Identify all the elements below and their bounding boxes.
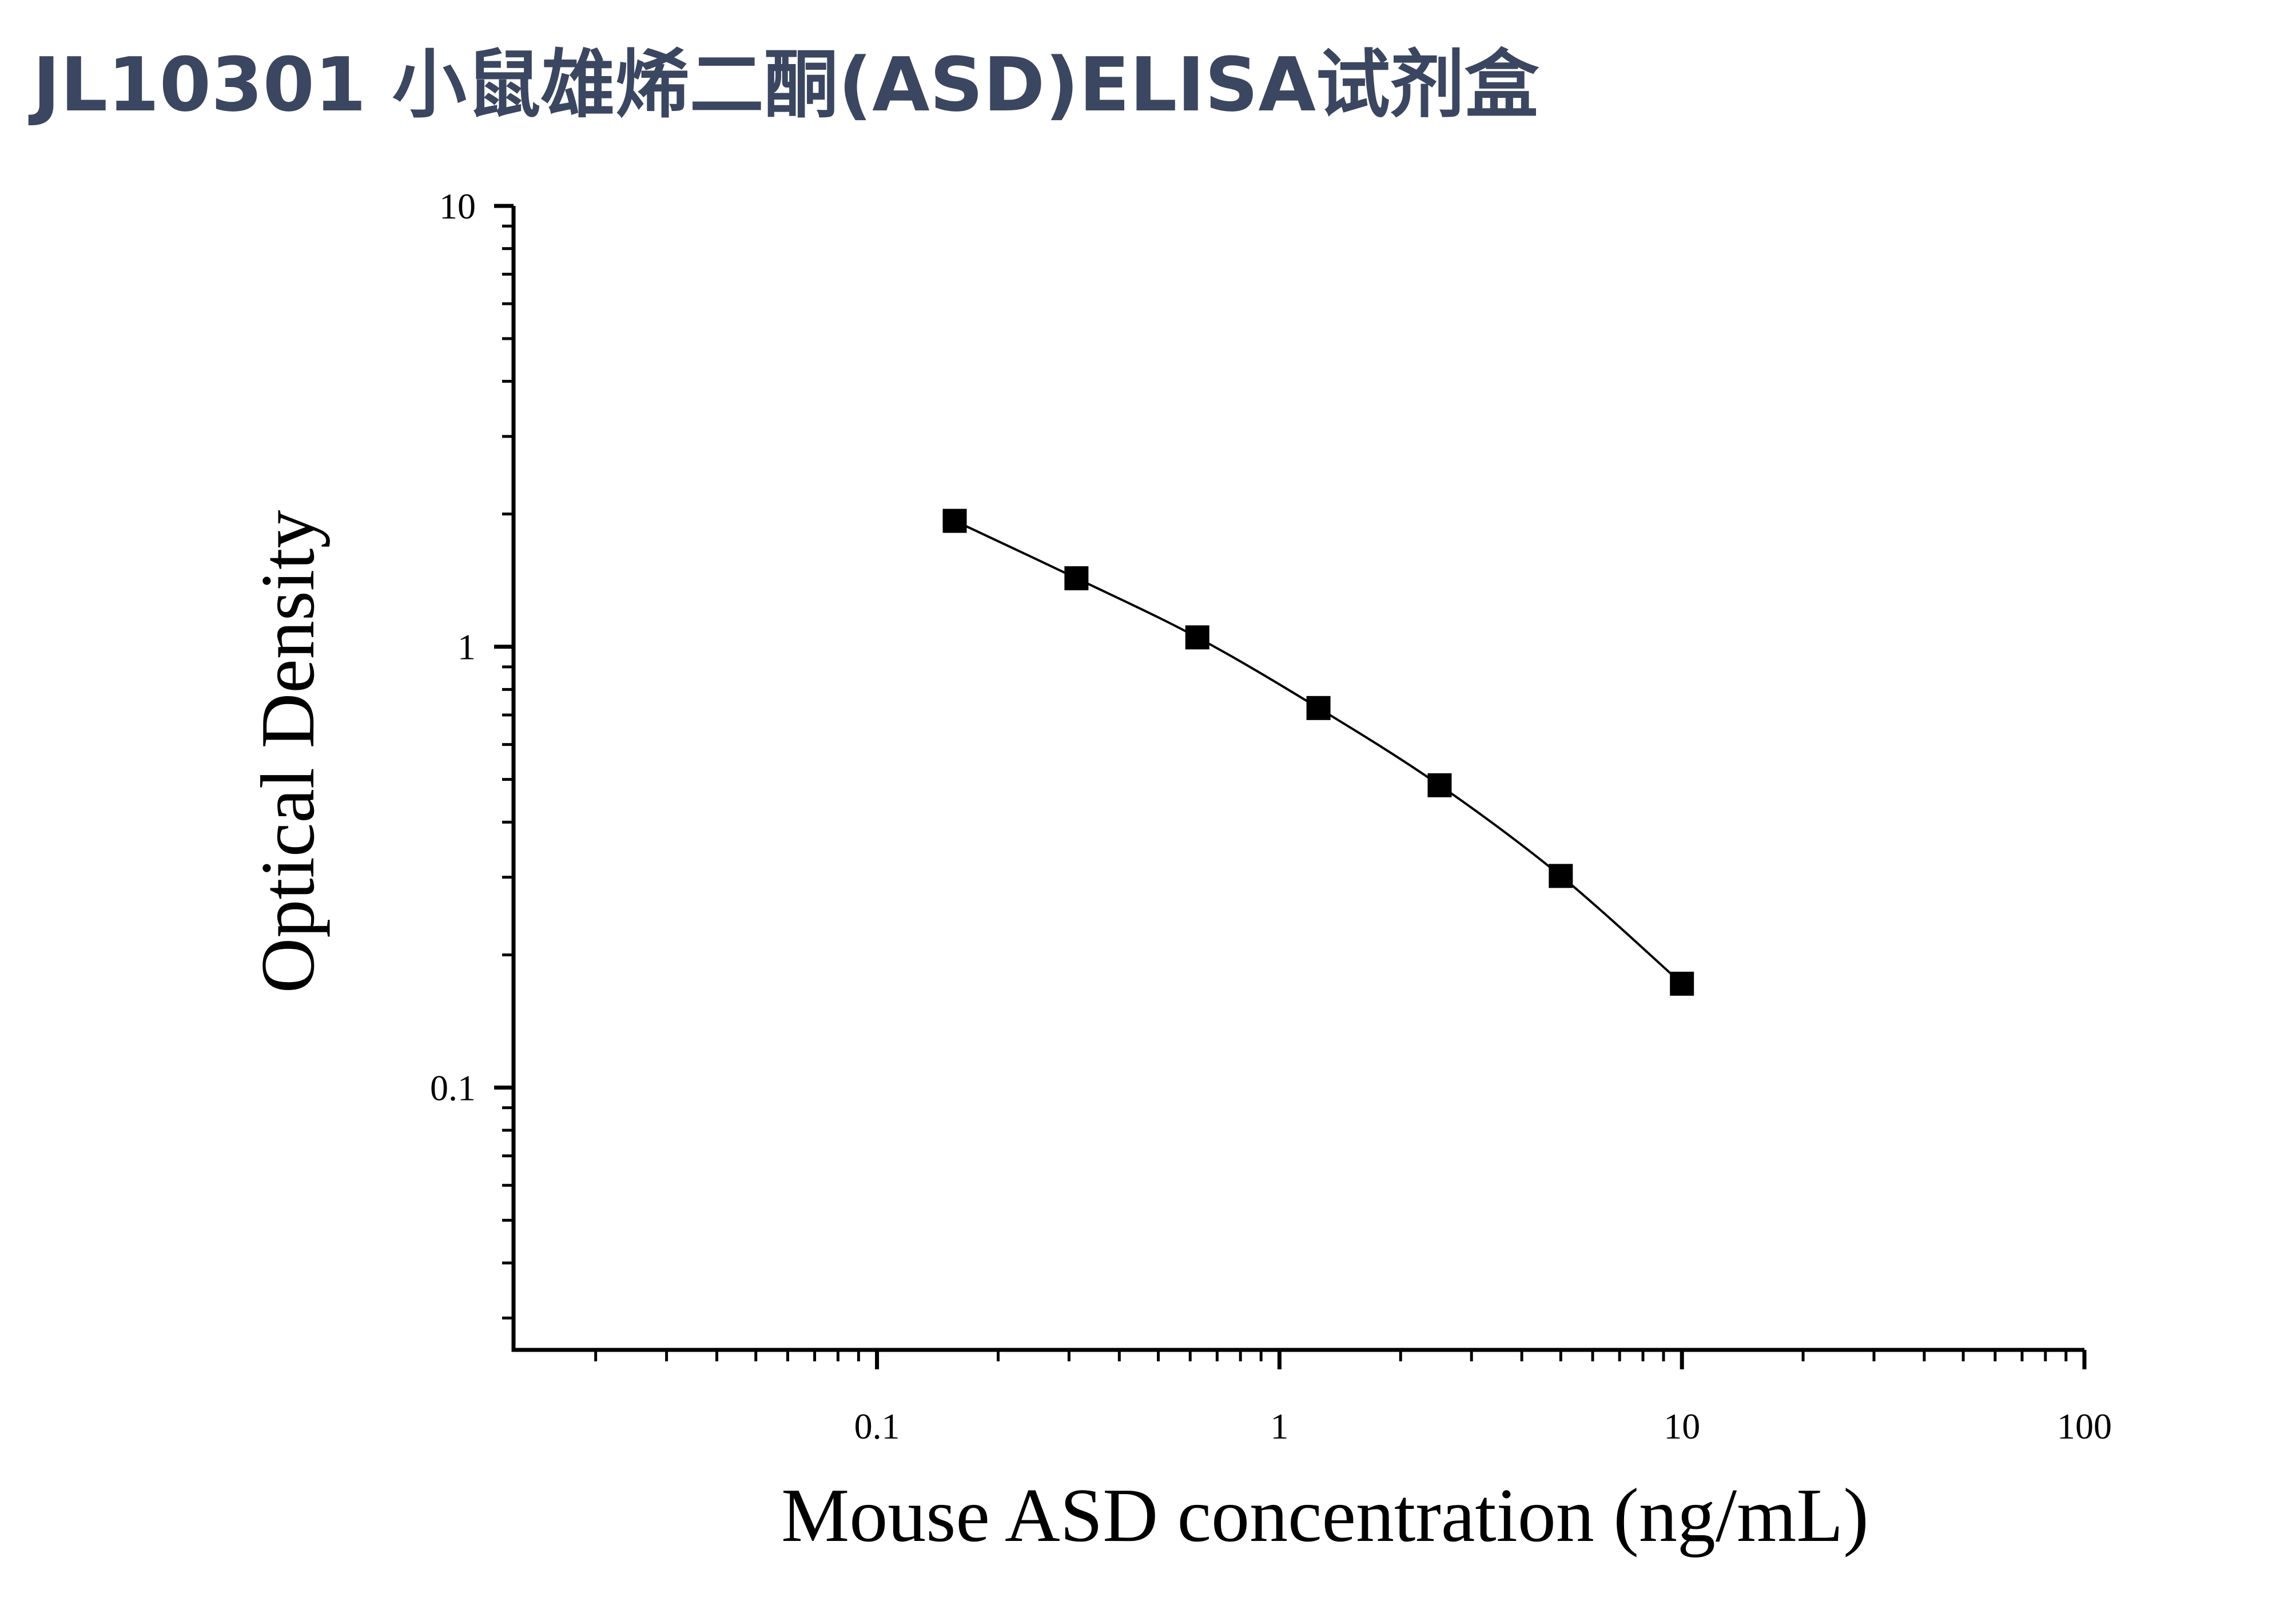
- marker: [1064, 566, 1089, 590]
- y-tick-label: 10: [439, 186, 476, 227]
- x-tick-label: 10: [1664, 1406, 1700, 1447]
- marker: [942, 508, 967, 533]
- x-tick-label: 100: [2057, 1406, 2112, 1447]
- chart-title: JL10301 小鼠雄烯二酮(ASD)ELISA试剂盒: [28, 41, 1539, 128]
- marker: [1549, 864, 1573, 888]
- marker: [1670, 971, 1694, 996]
- x-axis-label: Mouse ASD concentration (ng/mL): [781, 1473, 1869, 1558]
- y-axis-label: Optical Density: [245, 510, 330, 994]
- marker: [1306, 696, 1331, 720]
- y-tick-label: 1: [457, 627, 476, 668]
- marker: [1185, 625, 1209, 650]
- x-tick-label: 0.1: [854, 1406, 900, 1447]
- marker: [1427, 773, 1452, 797]
- y-tick-label: 0.1: [430, 1067, 476, 1108]
- x-tick-label: 1: [1270, 1406, 1288, 1447]
- curve: [954, 519, 1683, 985]
